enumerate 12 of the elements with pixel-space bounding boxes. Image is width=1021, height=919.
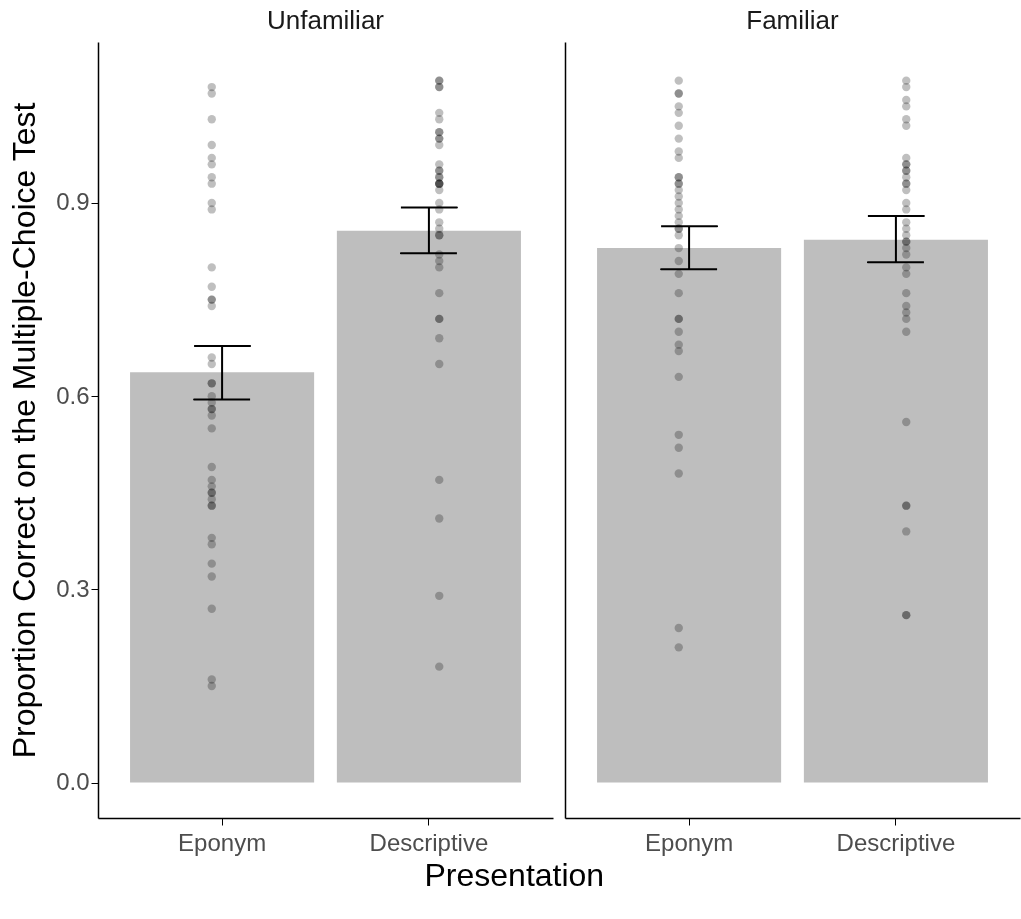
chart-title: Familiar xyxy=(746,5,840,35)
x-tick-label: Eponym xyxy=(178,828,267,856)
x-tick-label: Descriptive xyxy=(836,828,956,856)
x-tick-label: Eponym xyxy=(645,828,734,856)
y-tick-label: 0.6 xyxy=(56,381,90,409)
x-axis-title: Presentation xyxy=(424,857,605,893)
chart-title: Unfamiliar xyxy=(266,5,385,35)
y-tick-label: 0.0 xyxy=(56,768,90,796)
x-tick-label: Descriptive xyxy=(369,828,489,856)
y-axis-title: Proportion Correct on the Multiple-Choice Test xyxy=(6,102,43,759)
y-tick-label: 0.9 xyxy=(56,188,90,216)
y-tick-label: 0.3 xyxy=(56,574,90,602)
